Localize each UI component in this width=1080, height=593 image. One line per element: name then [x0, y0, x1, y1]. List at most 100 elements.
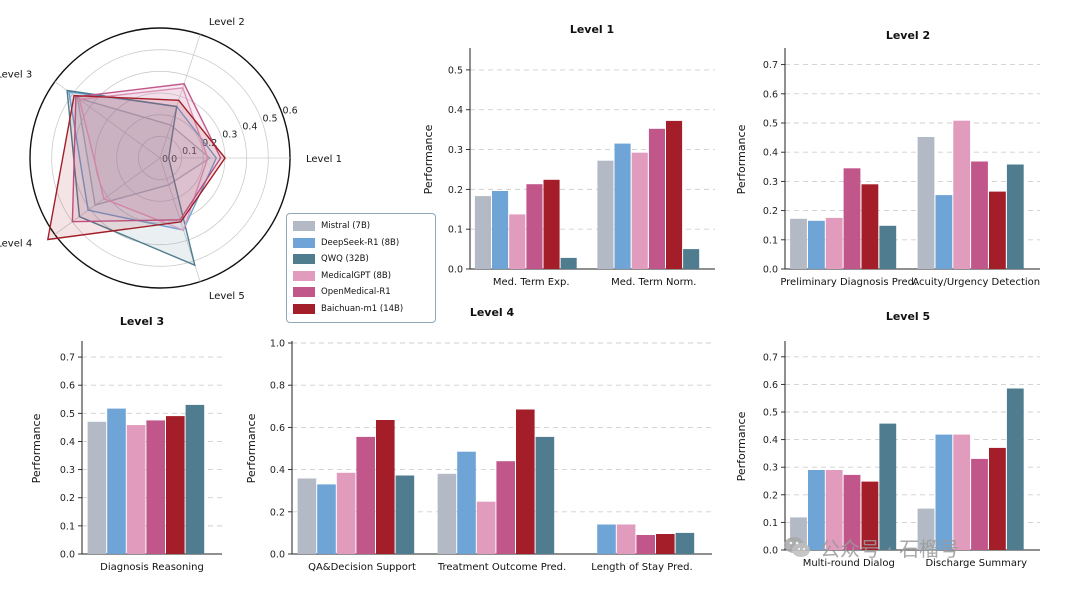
bar — [509, 214, 526, 269]
legend-label: QWQ (32B) — [321, 254, 369, 265]
y-axis-label: Performance — [735, 411, 748, 481]
bar — [614, 143, 631, 269]
chart-title: Level 3 — [120, 315, 164, 328]
radar-tick-label: 0.4 — [242, 122, 257, 133]
bar — [1006, 164, 1024, 269]
bar — [492, 191, 509, 269]
y-tick-label: 0.3 — [448, 145, 463, 156]
legend-label: Mistral (7B) — [321, 221, 371, 232]
bar-chart-level-1: Level 1 0.0 0.1 0.2 0.3 0.4 0.5 Performance Med.… — [422, 23, 715, 288]
bar — [597, 160, 614, 269]
bar — [543, 179, 560, 269]
x-tick-label: Preliminary Diagnosis Pred. — [780, 277, 917, 288]
bar — [1006, 388, 1024, 550]
y-tick-label: 1.0 — [270, 339, 285, 350]
radar-tick-label: 0.1 — [182, 146, 197, 157]
bar — [457, 451, 476, 554]
y-tick-label: 0.0 — [60, 550, 75, 561]
bar — [808, 220, 825, 269]
legend-item: QWQ (32B) — [293, 251, 429, 268]
bar — [656, 534, 675, 554]
y-tick-label: 0.6 — [763, 380, 778, 391]
bar — [185, 404, 205, 554]
legend-item: Mistral (7B) — [293, 218, 429, 235]
y-tick-label: 0.7 — [763, 60, 778, 71]
bar — [87, 421, 107, 554]
bar — [843, 168, 861, 269]
bar — [146, 420, 165, 554]
legend-item: OpenMedical-R1 — [293, 284, 429, 301]
chart-legend: Mistral (7B) DeepSeek-R1 (8B) QWQ (32B) Med… — [286, 213, 436, 323]
y-tick-label: 0.7 — [60, 353, 75, 364]
bar — [476, 501, 496, 554]
y-tick-label: 0.2 — [763, 490, 778, 501]
y-tick-label: 0.5 — [60, 409, 75, 420]
y-tick-label: 0.4 — [448, 105, 463, 116]
bar — [395, 475, 415, 554]
x-tick-label: Acuity/Urgency Detection — [912, 277, 1040, 288]
chart-title: Level 2 — [886, 29, 930, 42]
x-tick-label: Med. Term Norm. — [611, 277, 696, 288]
x-tick-label: Diagnosis Reasoning — [100, 562, 204, 573]
y-tick-label: 0.3 — [763, 463, 778, 474]
bar — [989, 191, 1006, 269]
bar — [648, 128, 665, 269]
radar-series-polygon — [78, 87, 209, 232]
y-tick-label: 0.7 — [763, 352, 778, 363]
legend-item: MedicalGPT (8B) — [293, 268, 429, 285]
y-tick-label: 0.1 — [448, 225, 463, 236]
bar — [989, 447, 1006, 550]
radar-axis-label: Level 1 — [306, 154, 342, 165]
y-tick-label: 0.0 — [270, 550, 285, 561]
bar — [917, 508, 935, 550]
bar — [808, 470, 825, 550]
legend-swatch — [293, 237, 315, 248]
bar — [917, 137, 935, 269]
bar — [683, 249, 700, 269]
bar — [675, 532, 695, 554]
bar — [953, 434, 971, 550]
y-tick-label: 0.5 — [763, 119, 778, 130]
y-tick-label: 0.1 — [763, 235, 778, 246]
bar — [560, 257, 577, 269]
y-tick-label: 0.2 — [60, 493, 75, 504]
bar — [861, 481, 879, 550]
x-tick-label: Length of Stay Pred. — [591, 562, 692, 573]
bar — [790, 218, 807, 269]
chart-title: Level 4 — [470, 306, 515, 319]
y-tick-label: 0.4 — [763, 435, 778, 446]
y-tick-label: 0.4 — [763, 148, 778, 159]
y-axis-label: Performance — [245, 413, 258, 483]
radar-axis-label: Level 5 — [209, 291, 245, 302]
y-tick-label: 0.0 — [448, 265, 463, 276]
radar-tick-label: 0.2 — [202, 138, 217, 149]
bar — [297, 478, 317, 554]
bar — [616, 524, 636, 554]
bar — [356, 436, 375, 554]
legend-item: Baichuan-m1 (14B) — [293, 301, 429, 318]
bar — [953, 120, 971, 269]
radar-tick-label: 0.3 — [222, 130, 237, 141]
bar — [535, 436, 555, 554]
legend-label: OpenMedical-R1 — [321, 287, 391, 298]
bar — [971, 161, 988, 269]
radar-series-polygon — [68, 90, 218, 231]
bar — [526, 184, 543, 269]
y-tick-label: 0.6 — [60, 381, 75, 392]
y-axis-label: Performance — [735, 124, 748, 194]
legend-item: DeepSeek-R1 (8B) — [293, 235, 429, 252]
bar — [126, 425, 146, 554]
bar-chart-level-5: Level 5 0.0 0.1 0.2 0.3 0.4 0.5 0.6 0.7 Performan… — [735, 310, 1040, 569]
legend-swatch — [293, 221, 315, 232]
y-tick-label: 0.2 — [270, 507, 285, 518]
y-tick-label: 0.4 — [270, 465, 285, 476]
y-tick-label: 0.3 — [763, 177, 778, 188]
bar — [666, 120, 683, 270]
legend-swatch — [293, 287, 315, 298]
y-tick-label: 0.8 — [270, 381, 285, 392]
legend-label: MedicalGPT (8B) — [321, 270, 392, 281]
legend-label: DeepSeek-R1 (8B) — [321, 237, 400, 248]
chart-title: Level 5 — [886, 310, 930, 323]
